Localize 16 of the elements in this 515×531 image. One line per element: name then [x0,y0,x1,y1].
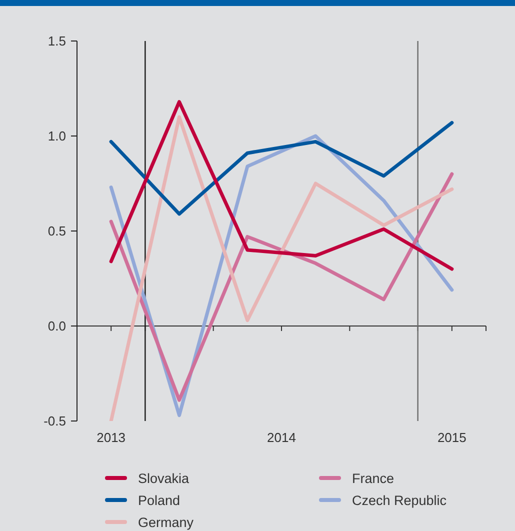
legend-label: Poland [138,492,180,508]
legend-label: Czech Republic [352,492,447,508]
y-tick-label: 0.5 [48,224,66,239]
x-tick-label: 2013 [96,430,126,446]
legend-label: Germany [138,514,194,530]
x-tick-label: 2014 [267,430,296,446]
y-tick-label: 0.0 [48,318,66,334]
legend-label: France [352,470,394,486]
y-tick-label: 1.0 [48,128,66,144]
y-tick-label: 1.5 [48,34,66,49]
x-tick-label: 2015 [437,430,466,446]
y-tick-label: -0.5 [44,414,66,429]
line-series [109,172,454,402]
legend-label: Slovakia [138,470,190,486]
line-series [109,100,454,271]
line-series [109,120,454,216]
